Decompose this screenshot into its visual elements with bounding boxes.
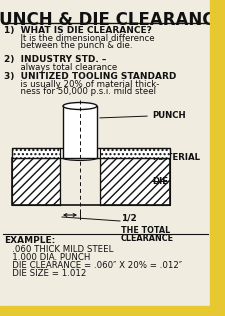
Text: is usually 20% of material thick-: is usually 20% of material thick- [4,80,159,89]
Text: 1)  WHAT IS DIE CLEARANCE?: 1) WHAT IS DIE CLEARANCE? [4,26,151,35]
Text: 2)  INDUSTRY STD. –: 2) INDUSTRY STD. – [4,55,106,64]
Bar [99,148,169,158]
Text: DIE: DIE [151,177,167,186]
Bar [209,0,225,316]
Text: THE TOTAL: THE TOTAL [120,226,169,235]
Bar [12,148,169,158]
Text: 3)  UNITIZED TOOLING STANDARD: 3) UNITIZED TOOLING STANDARD [4,72,176,81]
Text: CLEARANCE: CLEARANCE [120,234,173,243]
Text: PUNCH & DIE CLEARANCE: PUNCH & DIE CLEARANCE [0,11,225,29]
Text: It is the dimensional difference: It is the dimensional difference [4,34,154,43]
Bar [12,148,60,158]
Text: DIE SIZE = 1.012: DIE SIZE = 1.012 [4,269,86,278]
Bar [99,158,169,205]
Bar [0,306,225,316]
Text: between the punch & die.: between the punch & die. [4,41,132,50]
Text: .060 THICK MILD STEEL: .060 THICK MILD STEEL [4,245,113,254]
Bar [60,148,99,158]
Text: MATERIAL: MATERIAL [151,154,199,162]
Bar [60,158,99,205]
Text: always total clearance: always total clearance [4,63,117,72]
Bar [12,158,169,205]
Text: 1.000 DIA. PUNCH: 1.000 DIA. PUNCH [4,253,90,262]
Text: EXAMPLE:: EXAMPLE: [4,236,55,245]
Text: ness for 50,000 p.s.i. mild steel: ness for 50,000 p.s.i. mild steel [4,87,155,96]
Bar [12,158,60,205]
Bar [12,158,169,205]
Ellipse shape [63,102,97,110]
Text: 1/2: 1/2 [120,214,136,222]
Bar [12,148,169,158]
Bar [63,106,97,158]
Text: PUNCH: PUNCH [151,111,185,119]
Text: DIE CLEARANCE = .060″ X 20% = .012″: DIE CLEARANCE = .060″ X 20% = .012″ [4,261,181,270]
